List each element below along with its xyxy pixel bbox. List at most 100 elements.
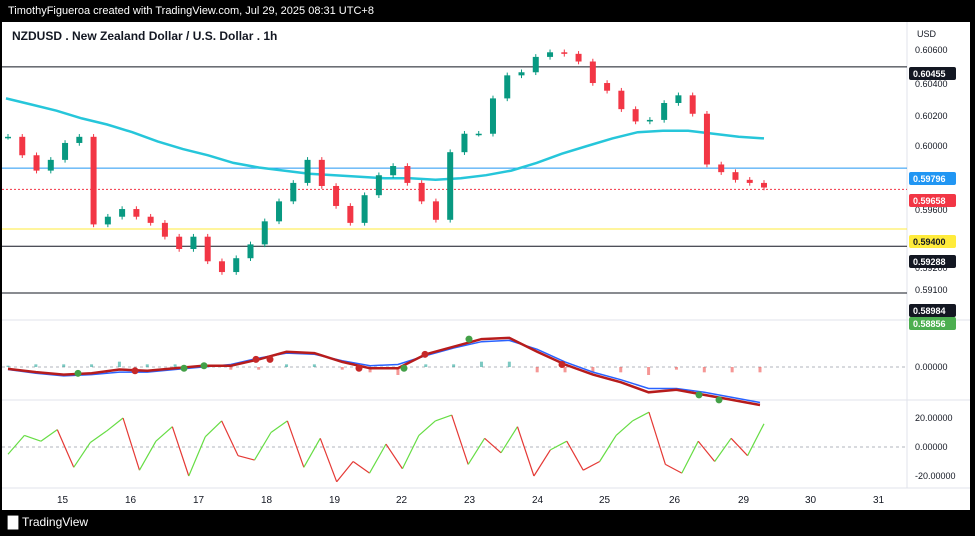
oscillator-segment (516, 426, 535, 477)
oscillator-segment (221, 420, 239, 456)
oscillator-segment (352, 461, 370, 474)
oscillator-segment (369, 443, 387, 474)
oscillator-segment (615, 420, 633, 436)
price-label-text: 0.60455 (913, 69, 946, 79)
x-tick-label: 23 (464, 495, 476, 506)
crossover-dot (200, 362, 208, 370)
candle-body (447, 152, 454, 220)
crossover-dot (266, 355, 274, 363)
candle-body (661, 103, 668, 120)
price-label-text: 0.58856 (913, 319, 946, 329)
oscillator-segment (648, 412, 666, 465)
oscillator-segment (401, 435, 420, 470)
candle-body (646, 119, 653, 122)
candle-body (347, 205, 354, 223)
oscillator-segment (24, 434, 42, 442)
oscillator-segment (286, 420, 305, 468)
oscillator-segment (270, 420, 288, 433)
chart-title: NZDUSD . New Zealand Dollar / U.S. Dolla… (12, 29, 277, 43)
candle-body (247, 244, 254, 259)
candle-body (746, 179, 753, 183)
oscillator-segment (319, 438, 338, 483)
oscillator-segment (73, 442, 91, 468)
oscillator-segment (599, 435, 617, 462)
oscillator-segment (467, 437, 486, 465)
oscillator-segment (747, 423, 765, 456)
crossover-dot (421, 350, 429, 358)
candle-body (190, 236, 197, 249)
x-tick-label: 16 (125, 495, 137, 506)
oscillator-segment (632, 411, 650, 422)
candle-body (204, 236, 211, 262)
crossover-dot (131, 367, 139, 375)
chart-svg[interactable]: NZDUSD . New Zealand Dollar / U.S. Dolla… (2, 22, 970, 510)
oscillator-segment (204, 420, 223, 438)
x-tick-label: 15 (57, 495, 69, 506)
crossover-dot (400, 364, 408, 372)
candle-body (575, 53, 582, 62)
oscillator-segment (665, 463, 683, 474)
crossover-dot (715, 396, 723, 404)
candle-body (33, 155, 40, 171)
candle-body (333, 185, 340, 206)
crossover-dot (355, 364, 363, 372)
candle-body (62, 142, 69, 160)
candle-body (518, 72, 525, 76)
oscillator-segment (106, 417, 124, 432)
candle-body (561, 52, 568, 54)
oscillator-segment (138, 440, 157, 471)
candle-body (318, 159, 325, 186)
y-tick-label: 0.59600 (915, 205, 948, 215)
candle-body (176, 236, 183, 249)
x-tick-label: 26 (669, 495, 681, 506)
price-label-badge (909, 67, 956, 80)
candle-body (361, 195, 368, 223)
oscillator-segment (681, 440, 699, 474)
price-label-text: 0.59400 (913, 237, 946, 247)
candle-body (675, 95, 682, 104)
chart-panel[interactable]: NZDUSD . New Zealand Dollar / U.S. Dolla… (2, 22, 970, 510)
candle-body (532, 56, 539, 73)
candle-body (276, 201, 283, 222)
candle-body (218, 261, 225, 273)
oscillator-segment (254, 432, 272, 461)
oscillator-segment (40, 429, 58, 442)
x-tick-label: 24 (532, 495, 544, 506)
candle-body (589, 61, 596, 84)
candle-body (418, 182, 425, 202)
candle-body (475, 133, 482, 136)
x-tick-label: 17 (193, 495, 205, 506)
oscillator-segment (730, 437, 749, 457)
candle-body (761, 182, 767, 188)
candle-body (504, 75, 511, 99)
crossover-dot (695, 391, 703, 399)
x-tick-label: 18 (261, 495, 273, 506)
price-label-badge (909, 317, 956, 330)
y-tick-label: -20.00000 (915, 471, 956, 481)
oscillator-segment (237, 455, 255, 461)
crossover-dot (465, 335, 473, 343)
candle-body (489, 98, 496, 134)
candle-body (76, 136, 83, 143)
y-tick-label: 0.60200 (915, 111, 948, 121)
oscillator-segment (56, 429, 75, 468)
oscillator-segment (303, 438, 321, 468)
oscillator-segment (533, 449, 551, 477)
currency-label: USD (917, 29, 937, 39)
oscillator-segment (582, 460, 600, 471)
oscillator-segment (171, 426, 190, 477)
oscillator-segment (155, 426, 173, 442)
y-tick-label: 20.00000 (915, 413, 953, 423)
price-label-badge (909, 194, 956, 207)
crossover-dot (252, 355, 260, 363)
y-tick-label: 0.59100 (915, 285, 948, 295)
candle-body (632, 109, 639, 122)
oscillator-segment (435, 414, 452, 422)
candle-body (547, 52, 554, 57)
candle-body (233, 258, 240, 273)
moving-average-line (5, 97, 765, 182)
price-label-text: 0.59658 (913, 196, 946, 206)
candle-body (404, 166, 411, 183)
candle-body (104, 216, 111, 225)
x-tick-label: 22 (396, 495, 408, 506)
